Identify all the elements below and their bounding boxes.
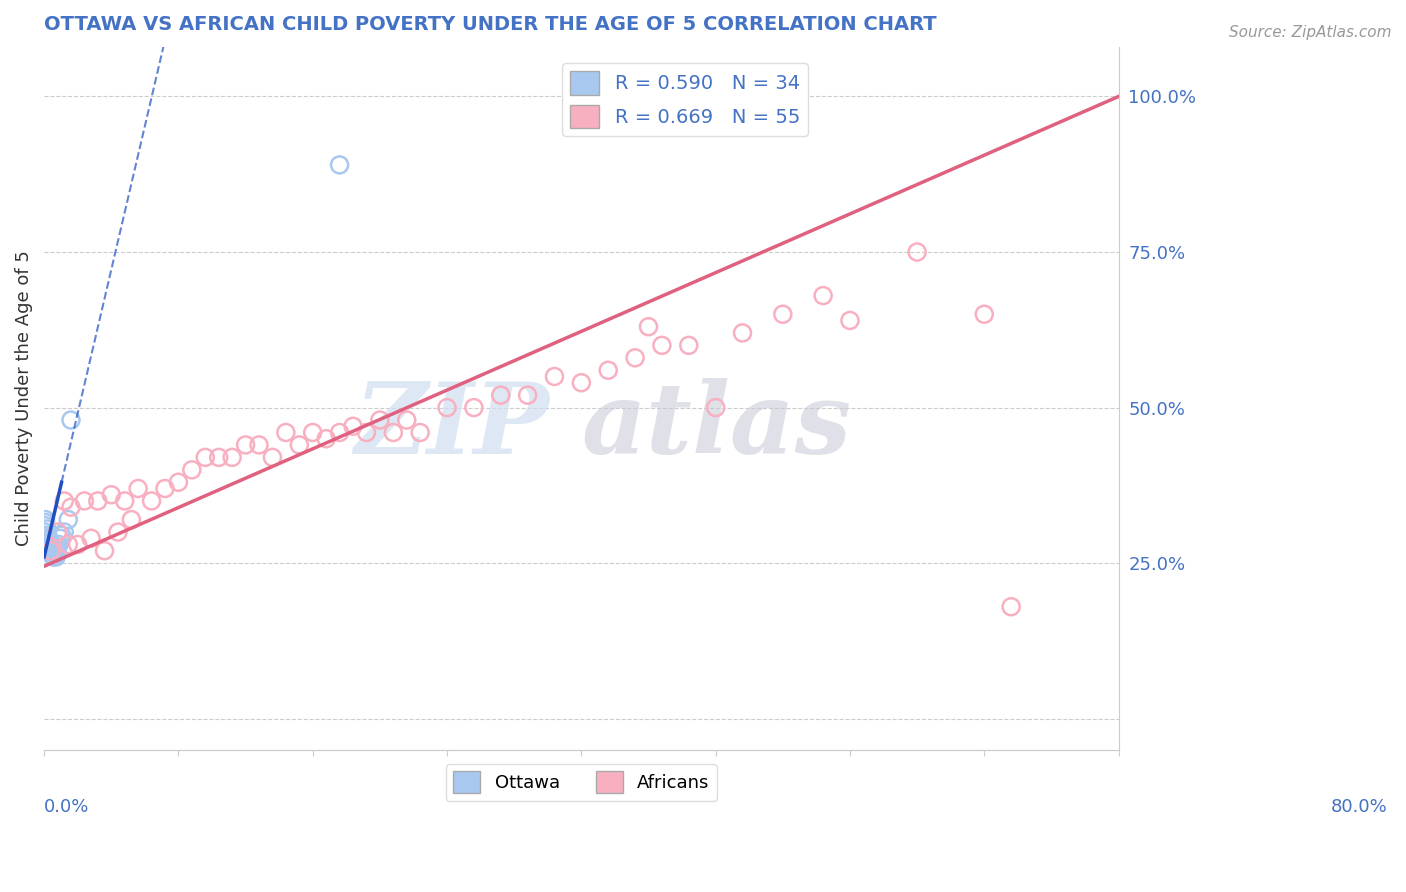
Point — [569, 376, 592, 390]
Point — [37, 543, 59, 558]
Point — [141, 494, 163, 508]
Point — [34, 524, 56, 539]
Point — [37, 537, 59, 551]
Point — [368, 413, 391, 427]
Point — [436, 401, 458, 415]
Point — [153, 482, 176, 496]
Point — [598, 363, 620, 377]
Point — [38, 534, 60, 549]
Point — [66, 537, 89, 551]
Point — [39, 537, 62, 551]
Point — [41, 541, 63, 555]
Point — [42, 543, 65, 558]
Point — [51, 528, 73, 542]
Point — [208, 450, 231, 465]
Point — [409, 425, 432, 440]
Legend: Ottawa, Africans: Ottawa, Africans — [446, 764, 717, 801]
Point — [288, 438, 311, 452]
Text: 80.0%: 80.0% — [1330, 797, 1388, 815]
Point — [34, 518, 56, 533]
Point — [46, 524, 69, 539]
Point — [34, 516, 56, 530]
Point — [637, 319, 659, 334]
Point — [46, 547, 69, 561]
Point — [274, 425, 297, 440]
Text: 0.0%: 0.0% — [44, 797, 90, 815]
Point — [35, 543, 58, 558]
Point — [34, 537, 56, 551]
Point — [45, 549, 67, 564]
Point — [37, 531, 59, 545]
Point — [34, 513, 56, 527]
Point — [73, 494, 96, 508]
Point — [39, 547, 62, 561]
Point — [624, 351, 647, 365]
Point — [53, 524, 76, 539]
Point — [489, 388, 512, 402]
Point — [59, 413, 82, 427]
Point — [247, 438, 270, 452]
Text: atlas: atlas — [581, 378, 852, 475]
Point — [38, 543, 60, 558]
Point — [49, 531, 72, 545]
Point — [543, 369, 565, 384]
Point — [114, 494, 136, 508]
Point — [395, 413, 418, 427]
Point — [41, 547, 63, 561]
Point — [80, 531, 103, 545]
Point — [382, 425, 405, 440]
Point — [329, 158, 352, 172]
Point — [100, 488, 122, 502]
Point — [44, 547, 66, 561]
Point — [811, 288, 834, 302]
Point — [839, 313, 862, 327]
Point — [39, 541, 62, 555]
Point — [235, 438, 257, 452]
Point — [678, 338, 700, 352]
Point — [704, 401, 727, 415]
Point — [167, 475, 190, 490]
Point — [731, 326, 754, 340]
Point — [516, 388, 538, 402]
Point — [46, 541, 69, 555]
Point — [93, 543, 115, 558]
Point — [35, 522, 58, 536]
Text: ZIP: ZIP — [354, 378, 550, 475]
Point — [221, 450, 243, 465]
Point — [905, 245, 928, 260]
Point — [973, 307, 995, 321]
Point — [301, 425, 323, 440]
Point — [59, 500, 82, 515]
Point — [651, 338, 673, 352]
Point — [87, 494, 110, 508]
Text: OTTAWA VS AFRICAN CHILD POVERTY UNDER THE AGE OF 5 CORRELATION CHART: OTTAWA VS AFRICAN CHILD POVERTY UNDER TH… — [44, 15, 936, 34]
Point — [45, 543, 67, 558]
Point — [342, 419, 364, 434]
Point — [107, 524, 129, 539]
Y-axis label: Child Poverty Under the Age of 5: Child Poverty Under the Age of 5 — [15, 251, 32, 546]
Point — [58, 537, 80, 551]
Point — [48, 537, 70, 551]
Point — [194, 450, 217, 465]
Point — [120, 513, 142, 527]
Point — [356, 425, 378, 440]
Point — [262, 450, 284, 465]
Point — [39, 543, 62, 558]
Point — [463, 401, 485, 415]
Point — [127, 482, 149, 496]
Point — [42, 549, 65, 564]
Point — [53, 494, 76, 508]
Point — [44, 541, 66, 555]
Point — [329, 425, 352, 440]
Point — [180, 463, 202, 477]
Point — [35, 528, 58, 542]
Point — [315, 432, 337, 446]
Point — [772, 307, 794, 321]
Point — [35, 534, 58, 549]
Point — [1000, 599, 1022, 614]
Point — [58, 513, 80, 527]
Text: Source: ZipAtlas.com: Source: ZipAtlas.com — [1229, 25, 1392, 40]
